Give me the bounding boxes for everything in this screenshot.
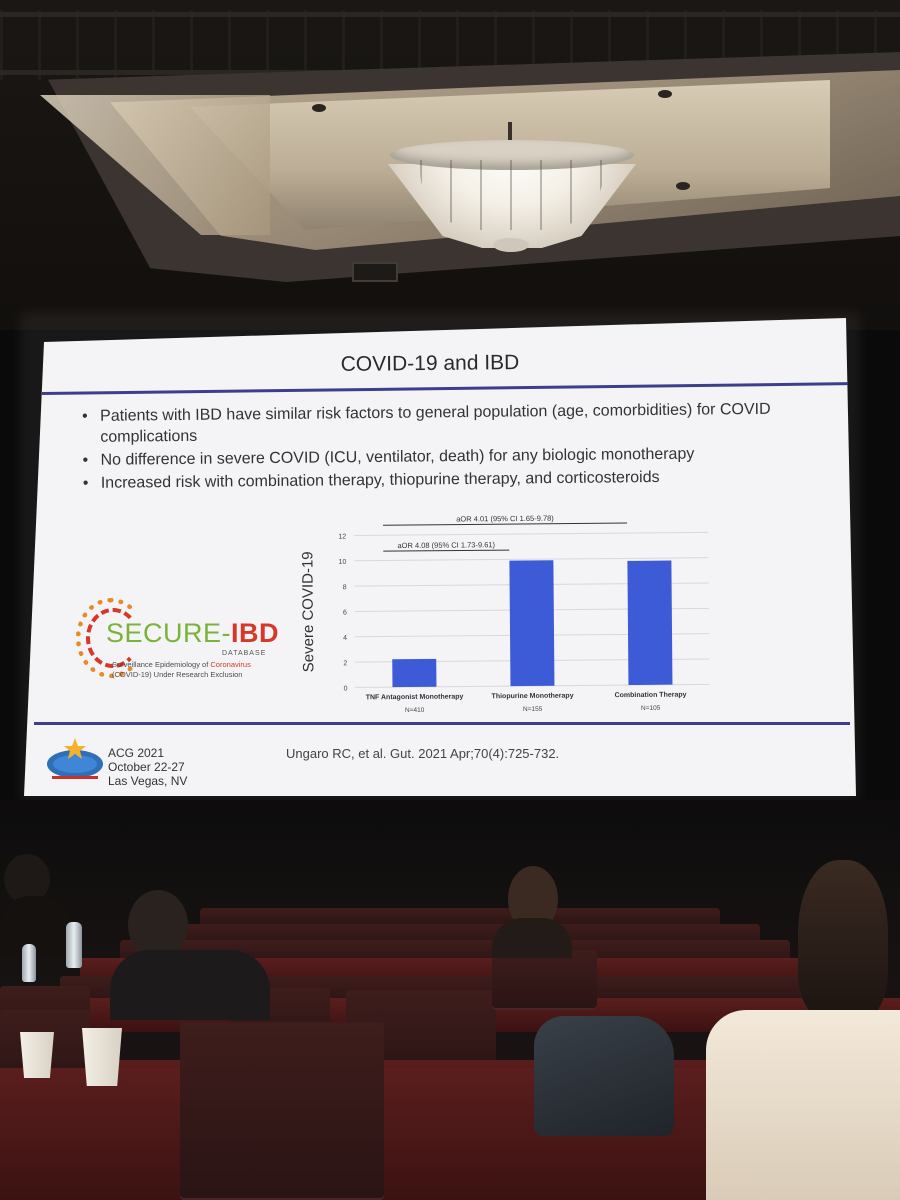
audience-head <box>128 890 188 960</box>
secure-ibd-logo: SECURE-IBD DATABASE Surveillance Epidemi… <box>72 592 282 692</box>
truss-bar <box>0 12 900 17</box>
logo-subtitle: Surveillance Epidemiology of Coronavirus… <box>112 660 287 680</box>
x-tick-label: Thiopurine Monotherapy <box>492 693 574 701</box>
water-bottle <box>66 922 82 968</box>
conference-info: ACG 2021 October 22-27 Las Vegas, NV <box>108 746 187 788</box>
person-shirt <box>706 1010 900 1200</box>
annotation-bracket <box>383 522 628 526</box>
bar <box>509 560 555 687</box>
projector-box <box>352 262 398 282</box>
downlight <box>658 90 672 98</box>
y-tick-label: 2 <box>343 660 347 667</box>
bullet-dot-icon: • <box>82 474 89 492</box>
chair <box>492 950 597 1010</box>
slide-title: COVID-19 and IBD <box>340 351 520 376</box>
gridline <box>354 557 709 562</box>
audience-head <box>4 854 50 904</box>
sample-size-label: N=410 <box>405 707 425 714</box>
downlight <box>676 182 690 190</box>
annotation-label: aOR 4.08 (95% CI 1.73-9.61) <box>397 540 495 550</box>
logo-subtitle-coronavirus: Coronavirus <box>210 660 251 669</box>
bullet-text: Patients with IBD have similar risk fact… <box>100 400 771 446</box>
projection-screen <box>24 318 856 796</box>
logo-subtitle-part: (COVID-19) Under Research Exclusion <box>112 670 243 679</box>
logo-wordmark: SECURE-IBD <box>106 618 279 649</box>
chair-front <box>180 1022 384 1200</box>
bar-chart: Severe COVID-19 0 2 4 6 8 10 12 TNF Antagonist M… <box>290 514 722 724</box>
y-tick-label: 0 <box>344 686 348 693</box>
annotation-label: aOR 4.01 (95% CI 1.65-9.78) <box>456 514 554 524</box>
bullet-list: • Patients with IBD have similar risk fa… <box>82 398 823 496</box>
chair-row <box>200 908 720 928</box>
y-tick-label: 8 <box>343 584 347 591</box>
logo-ring-outer <box>76 598 146 678</box>
logo-ring-inner <box>86 608 140 668</box>
y-tick-label: 12 <box>338 534 346 541</box>
sample-size-label: N=105 <box>641 705 661 712</box>
annotation-bracket <box>383 549 510 552</box>
gridline <box>354 531 709 536</box>
conference-dates: October 22-27 <box>108 760 185 774</box>
bullet-dot-icon: • <box>82 451 89 469</box>
y-axis-label: Severe COVID-19 <box>299 551 317 672</box>
bar-chart-svg: Severe COVID-19 0 2 4 6 8 10 12 TNF Antagonist M… <box>299 514 710 714</box>
chandelier-rim <box>390 140 634 170</box>
bar <box>627 560 673 686</box>
logo-subtitle-part: Surveillance Epidemiology of <box>112 660 211 669</box>
audience-body <box>110 950 270 1020</box>
conference-location: Las Vegas, NV <box>108 774 188 788</box>
chandelier-stem <box>508 122 512 142</box>
x-tick-label: Combination Therapy <box>615 692 687 700</box>
footer-divider <box>34 722 850 725</box>
chandelier-ribs <box>420 160 604 230</box>
audience-person <box>706 860 900 1200</box>
downlight <box>312 104 326 112</box>
acg-2021-logo <box>47 738 103 779</box>
bullet-item: • Patients with IBD have similar risk fa… <box>82 398 822 448</box>
y-tick-label: 4 <box>343 635 347 642</box>
bullet-dot-icon: • <box>82 407 88 425</box>
logo-secure-text: SECURE- <box>106 618 232 648</box>
y-tick-label: 6 <box>343 610 347 617</box>
jacket <box>534 1016 674 1136</box>
conference-name: ACG 2021 <box>108 746 165 760</box>
logo-database-label: DATABASE <box>222 650 267 657</box>
audience-body <box>492 918 572 958</box>
bar <box>392 658 437 688</box>
logo-ibd-text: IBD <box>231 618 280 648</box>
paper-cup <box>82 1028 122 1086</box>
water-bottle <box>22 944 36 982</box>
y-tick-label: 10 <box>339 559 347 566</box>
sample-size-label: N=155 <box>523 706 543 713</box>
citation: Ungaro RC, et al. Gut. 2021 Apr;70(4):72… <box>286 746 560 761</box>
x-tick-label: TNF Antagonist Monotherapy <box>366 693 464 701</box>
paper-cup <box>20 1032 54 1078</box>
person-hair <box>798 860 888 1020</box>
chandelier-cap <box>493 238 529 252</box>
